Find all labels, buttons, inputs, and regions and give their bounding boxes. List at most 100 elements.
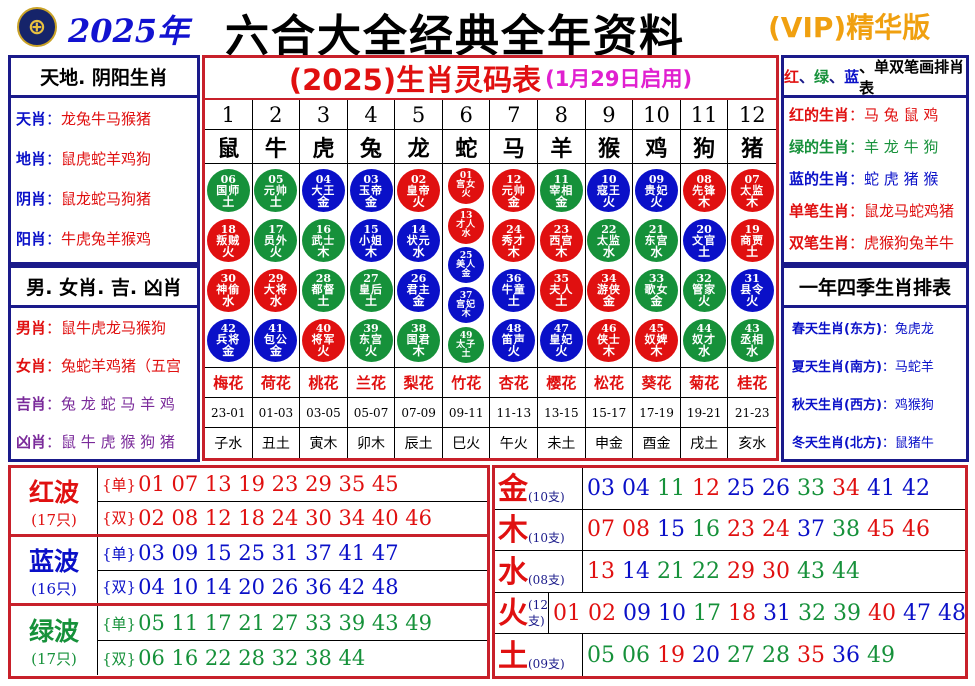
number-ball: 32 管家火 [682, 268, 726, 312]
element-count: (10支) [528, 531, 565, 546]
row-value: 马 兔 鼠 鸡 [864, 105, 939, 124]
element-number: 39 [832, 600, 861, 626]
table-title-main: (2025)生肖灵码表 [288, 63, 542, 97]
zodiac-cell: 猪 [741, 136, 764, 162]
element-number: 26 [762, 475, 790, 501]
element-label: 火 (12支) [495, 592, 549, 634]
ball-title: 将军 [311, 333, 336, 347]
ball-element: 火 [507, 344, 520, 359]
parity-tag: {单} [102, 475, 137, 494]
number-ball: 46 侠士木 [587, 318, 631, 362]
heaven-earth-panel: 天地. 阴阳生肖 天肖：龙兔牛马猴猪 地肖：鼠虎蛇羊鸡狗 阴肖：鼠龙蛇马狗猪 阳肖：牛… [8, 55, 200, 265]
ball-title: 小姐 [359, 233, 384, 247]
zodiac-ball-column: 06 国师土 18 叛贼火 30 神偷水 42 兵将金 [205, 164, 253, 367]
ball-number: 26 [410, 272, 427, 286]
ball-title: 君主 [406, 283, 431, 297]
ball-number: 28 [315, 272, 332, 286]
ball-number: 06 [220, 172, 236, 186]
element-label: 水 (08支) [495, 551, 583, 592]
ball-element: 金 [650, 294, 663, 309]
branch-row: 子水 丑土 寅木 卯木 辰土 巳火 午火 未土 申金 酉金 戌土 亥水 [205, 428, 776, 458]
element-numbers: 07 08 15 16 23 24 37 38 45 46 [583, 510, 965, 551]
time-range-cell: 11-13 [490, 398, 539, 427]
element-name: 金 [498, 471, 528, 507]
ball-number: 33 [648, 272, 665, 286]
ball-title: 寇王 [596, 183, 621, 197]
element-number: 12 [692, 475, 720, 501]
element-numbers: 03 04 11 12 25 26 33 34 41 42 [583, 468, 965, 509]
list-item: 阳肖：牛虎兔羊猴鸡 [11, 218, 197, 258]
element-number: 22 [692, 558, 720, 584]
number-ball: 06 国师土 [206, 169, 250, 213]
row-label: 秋天生肖(西方) [792, 397, 882, 413]
zodiac-ball-column: 02 皇帝火 14 状元水 26 君主金 38 国君木 [395, 164, 443, 367]
color-stroke-panel: 红、绿、蓝、单双笔画排肖表 红的生肖：马 兔 鼠 鸡绿的生肖：羊 龙 牛 狗蓝的… [781, 55, 969, 265]
ball-title: 神偷 [216, 283, 241, 297]
wave-numbers: {单} 03 09 15 25 31 37 41 47 {双} 04 10 14 20… [98, 537, 487, 603]
ball-title: 状元 [406, 233, 431, 247]
number-ball: 05 元帅土 [254, 169, 298, 213]
ball-element: 土 [555, 294, 568, 309]
five-elements-table: 金 (10支) 03 04 11 12 25 26 33 34 41 42 木 (10支) 07 08 15 16… [492, 465, 968, 679]
even-numbers-row: {双} 04 10 14 20 26 36 42 48 [98, 571, 487, 604]
ball-element: 土 [365, 294, 378, 309]
ball-element: 木 [507, 244, 520, 259]
element-row: 火 (12支) 01 02 09 10 17 18 31 32 39 40 47 48 [495, 592, 966, 635]
number-list: 03 09 15 25 31 37 41 47 [138, 541, 399, 566]
flower-cell: 桂花 [737, 374, 768, 392]
element-label: 金 (10支) [495, 468, 583, 509]
ball-number: 31 [744, 272, 760, 286]
column-number: 4 [348, 100, 396, 129]
element-number: 01 [552, 600, 581, 626]
row-value: 鼠牛虎龙马猴狗 [61, 318, 167, 337]
element-number: 48 [937, 600, 966, 626]
number-ball: 43 丞相水 [730, 318, 774, 362]
ball-number: 23 [553, 222, 570, 236]
ball-title: 皇帝 [406, 183, 431, 197]
earthly-branch-cell: 申金 [586, 428, 634, 458]
time-range-cell: 23-01 [205, 398, 253, 427]
element-number: 45 [867, 517, 895, 543]
ball-element: 火 [698, 294, 711, 309]
element-row: 金 (10支) 03 04 11 12 25 26 33 34 41 42 [495, 468, 965, 510]
element-name: 土 [498, 638, 528, 674]
column-number: 7 [490, 100, 539, 129]
title-part: 、单双笔画排肖表 [859, 57, 965, 97]
parity-tag: {双} [102, 649, 137, 668]
wave-count: (16只) [31, 579, 77, 598]
element-number: 21 [657, 558, 685, 584]
list-item: 凶肖：鼠 牛 虎 猴 狗 猪 [11, 422, 197, 460]
ball-number: 12 [506, 172, 522, 186]
row-separator: ： [881, 397, 895, 413]
number-ball: 31 县令火 [730, 268, 774, 312]
row-value: 羊 龙 牛 狗 [864, 137, 939, 156]
element-count: (08支) [528, 572, 565, 587]
flower-cell: 樱花 [538, 368, 586, 397]
zodiac-cell: 龙 [395, 130, 443, 163]
ball-element: 水 [746, 344, 759, 359]
earthly-branch-cell: 酉金 [633, 428, 681, 458]
panel-title: 红、绿、蓝、单双笔画排肖表 [784, 58, 966, 98]
number-ball: 42 兵将金 [206, 318, 250, 362]
ball-element: 木 [650, 344, 663, 359]
gender-luck-panel: 男. 女肖. 吉. 凶肖 男肖：鼠牛虎龙马猴狗 女肖：兔蛇羊鸡猪（五宫 吉肖：兔 龙… [8, 265, 200, 462]
list-item: 双笔生肖：虎猴狗兔羊牛 [784, 226, 966, 258]
ball-number: 09 [648, 172, 665, 186]
ball-number: 45 [648, 322, 665, 336]
wave-label: 绿波 (17只) [11, 606, 98, 675]
ball-element: 木 [461, 308, 471, 319]
ball-number: 11 [553, 172, 570, 186]
ball-number: 03 [363, 172, 379, 186]
earthly-branch-cell: 子水 [205, 428, 253, 458]
zodiac-row: 鼠牛虎兔龙蛇马羊猴鸡狗猪 [205, 130, 776, 164]
wave-count: (17只) [31, 510, 77, 529]
ball-element: 金 [555, 194, 568, 209]
time-range-cell: 03-05 [300, 398, 348, 427]
element-number: 28 [762, 642, 790, 668]
row-separator: ： [46, 149, 62, 168]
row-value: 虎猴狗兔羊牛 [864, 233, 955, 252]
element-number: 37 [797, 517, 825, 543]
number-ball: 07 太监木 [730, 169, 774, 213]
element-name: 火 [498, 596, 528, 632]
color-wave-table: 红波 (17只) {单} 01 07 13 19 23 29 35 45 {双} 02 0… [8, 465, 490, 679]
